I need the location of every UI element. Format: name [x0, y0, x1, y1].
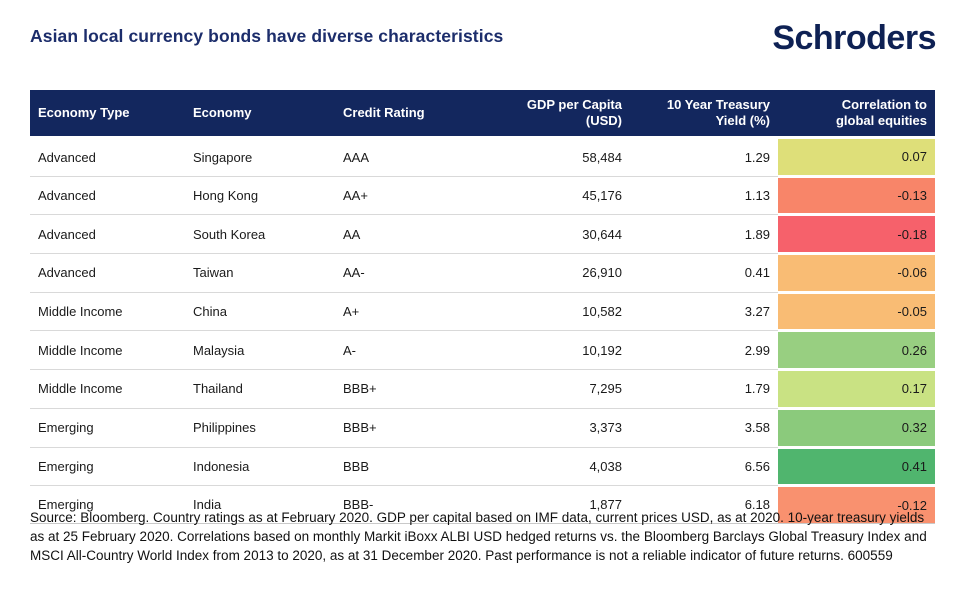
correlation-cell: 0.17 — [778, 369, 935, 410]
economy-type-cell: Emerging — [30, 485, 185, 524]
yield-cell: 0.41 — [630, 253, 778, 293]
column-header-treasury-yield: 10 Year Treasury Yield (%) — [630, 90, 778, 139]
table-row: Emerging Indonesia BBB 4,038 6.56 0.41 — [30, 447, 935, 488]
yield-cell: 1.29 — [630, 137, 778, 177]
table-row: Advanced Singapore AAA 58,484 1.29 0.07 — [30, 137, 935, 178]
economy-type-cell: Advanced — [30, 253, 185, 293]
schroders-logo: Schroders — [772, 19, 936, 57]
column-header-correlation: Correlation to global equities — [778, 90, 935, 139]
bond-characteristics-table: Economy Type Economy Credit Rating GDP p… — [30, 90, 935, 524]
gdp-cell: 4,038 — [480, 447, 630, 487]
yield-cell: 1.13 — [630, 176, 778, 216]
yield-cell: 2.99 — [630, 330, 778, 371]
correlation-cell: -0.12 — [778, 485, 935, 524]
correlation-cell: -0.06 — [778, 253, 935, 294]
table-row: Advanced South Korea AA 30,644 1.89 -0.1… — [30, 214, 935, 256]
gdp-cell: 26,910 — [480, 253, 630, 293]
gdp-cell: 3,373 — [480, 408, 630, 448]
correlation-cell: 0.32 — [778, 408, 935, 449]
correlation-cell: -0.13 — [778, 176, 935, 217]
credit-rating-cell: AA+ — [335, 176, 480, 216]
table-row: Middle Income Thailand BBB+ 7,295 1.79 0… — [30, 369, 935, 410]
economy-type-cell: Middle Income — [30, 369, 185, 409]
table-row: Middle Income Malaysia A- 10,192 2.99 0.… — [30, 330, 935, 372]
economy-cell: China — [185, 292, 335, 332]
table-header-row: Economy Type Economy Credit Rating GDP p… — [30, 90, 935, 139]
economy-type-cell: Advanced — [30, 176, 185, 216]
credit-rating-cell: A- — [335, 330, 480, 371]
credit-rating-cell: A+ — [335, 292, 480, 332]
credit-rating-cell: AA — [335, 214, 480, 255]
economy-type-cell: Middle Income — [30, 292, 185, 332]
yield-cell: 6.18 — [630, 485, 778, 524]
correlation-cell: -0.05 — [778, 292, 935, 333]
credit-rating-cell: BBB- — [335, 485, 480, 524]
column-header-gdp-per-capita: GDP per Capita (USD) — [480, 90, 630, 139]
column-header-economy: Economy — [185, 90, 335, 139]
gdp-cell: 10,192 — [480, 330, 630, 371]
table-row: Advanced Hong Kong AA+ 45,176 1.13 -0.13 — [30, 176, 935, 217]
economy-type-cell: Emerging — [30, 447, 185, 487]
yield-cell: 3.27 — [630, 292, 778, 332]
economy-type-cell: Advanced — [30, 137, 185, 177]
table-row: Advanced Taiwan AA- 26,910 0.41 -0.06 — [30, 253, 935, 294]
gdp-cell: 58,484 — [480, 137, 630, 177]
economy-cell: Singapore — [185, 137, 335, 177]
correlation-cell: 0.07 — [778, 137, 935, 178]
economy-cell: Philippines — [185, 408, 335, 448]
column-header-credit-rating: Credit Rating — [335, 90, 480, 139]
gdp-cell: 1,877 — [480, 485, 630, 524]
table-row: Emerging India BBB- 1,877 6.18 -0.12 — [30, 485, 935, 524]
table-row: Middle Income China A+ 10,582 3.27 -0.05 — [30, 292, 935, 333]
credit-rating-cell: BBB+ — [335, 369, 480, 409]
economy-cell: Indonesia — [185, 447, 335, 487]
yield-cell: 6.56 — [630, 447, 778, 487]
credit-rating-cell: AAA — [335, 137, 480, 177]
table-row: Emerging Philippines BBB+ 3,373 3.58 0.3… — [30, 408, 935, 449]
credit-rating-cell: BBB — [335, 447, 480, 487]
correlation-cell: -0.18 — [778, 214, 935, 256]
economy-type-cell: Middle Income — [30, 330, 185, 371]
economy-cell: Hong Kong — [185, 176, 335, 216]
economy-cell: South Korea — [185, 214, 335, 255]
correlation-cell: 0.41 — [778, 447, 935, 488]
economy-type-cell: Advanced — [30, 214, 185, 255]
source-note: Source: Bloomberg. Country ratings as at… — [30, 510, 927, 564]
economy-type-cell: Emerging — [30, 408, 185, 448]
yield-cell: 1.79 — [630, 369, 778, 409]
gdp-cell: 45,176 — [480, 176, 630, 216]
page-title: Asian local currency bonds have diverse … — [30, 26, 504, 46]
credit-rating-cell: BBB+ — [335, 408, 480, 448]
yield-cell: 3.58 — [630, 408, 778, 448]
economy-cell: Taiwan — [185, 253, 335, 293]
gdp-cell: 30,644 — [480, 214, 630, 255]
economy-cell: Malaysia — [185, 330, 335, 371]
column-header-economy-type: Economy Type — [30, 90, 185, 139]
economy-cell: Thailand — [185, 369, 335, 409]
gdp-cell: 10,582 — [480, 292, 630, 332]
gdp-cell: 7,295 — [480, 369, 630, 409]
economy-cell: India — [185, 485, 335, 524]
yield-cell: 1.89 — [630, 214, 778, 255]
correlation-cell: 0.26 — [778, 330, 935, 372]
table-header: Economy Type Economy Credit Rating GDP p… — [30, 90, 935, 139]
table-body: Advanced Singapore AAA 58,484 1.29 0.07 … — [30, 137, 935, 524]
credit-rating-cell: AA- — [335, 253, 480, 293]
